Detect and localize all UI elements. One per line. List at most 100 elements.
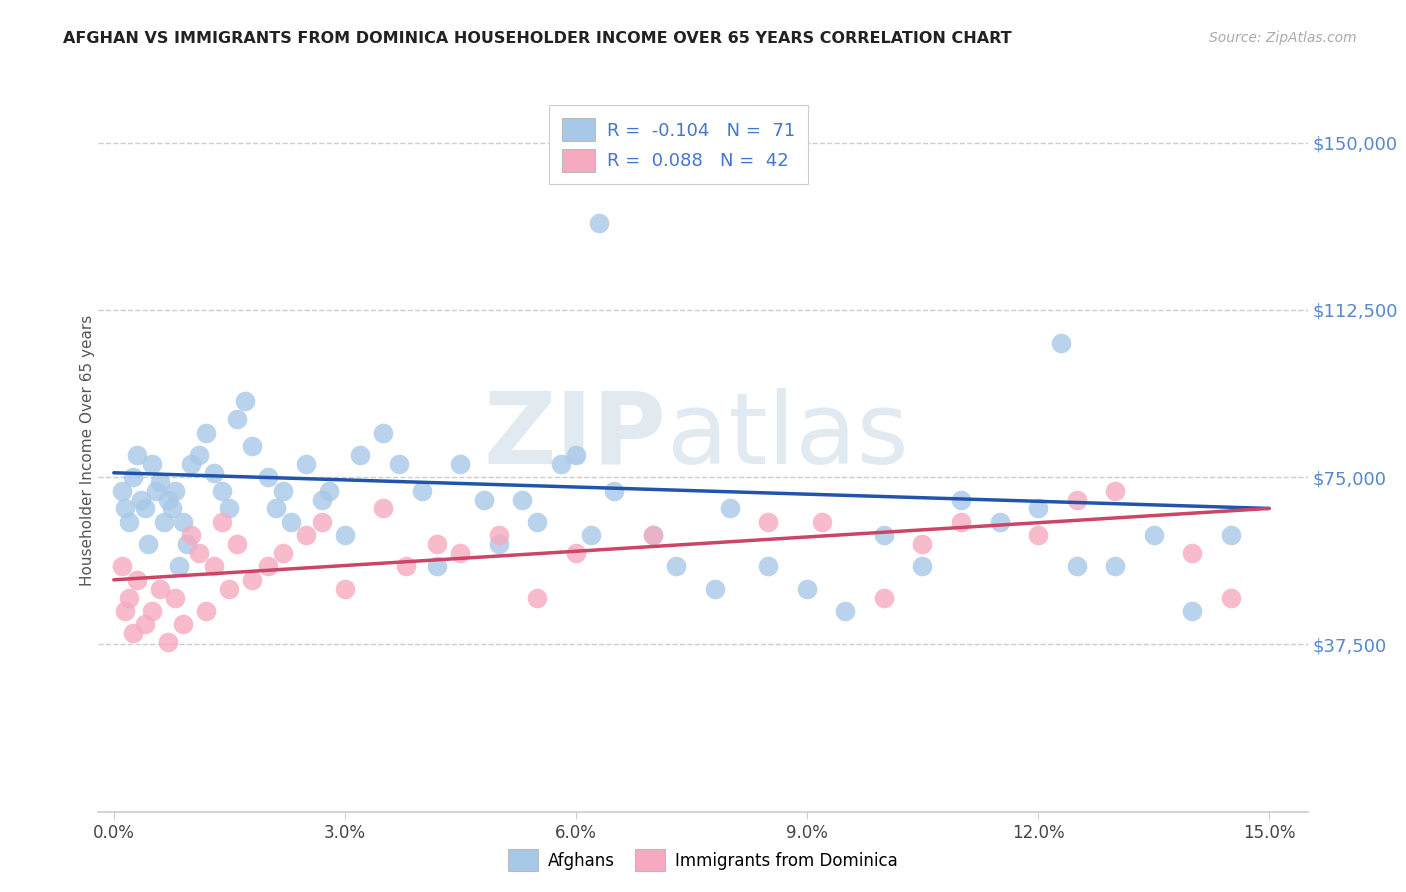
Point	[395, 559, 418, 574]
Point	[333, 582, 356, 596]
Point	[125, 573, 148, 587]
Point	[122, 626, 145, 640]
Point	[195, 604, 218, 618]
Point	[180, 457, 202, 471]
Legend: Afghans, Immigrants from Dominica: Afghans, Immigrants from Dominica	[499, 841, 907, 880]
Point	[873, 528, 896, 542]
Point	[565, 546, 588, 560]
Point	[180, 528, 202, 542]
Point	[165, 591, 187, 605]
Point	[911, 559, 934, 574]
Point	[758, 559, 780, 574]
Point	[510, 492, 533, 507]
Point	[156, 492, 179, 507]
Point	[1219, 591, 1241, 605]
Point	[758, 515, 780, 529]
Point	[257, 559, 280, 574]
Point	[264, 501, 287, 516]
Point	[472, 492, 495, 507]
Point	[373, 501, 395, 516]
Point	[911, 537, 934, 551]
Point	[233, 394, 256, 409]
Point	[257, 470, 280, 484]
Point	[1050, 336, 1073, 351]
Point	[114, 604, 136, 618]
Point	[1181, 604, 1204, 618]
Point	[1219, 528, 1241, 542]
Point	[295, 528, 318, 542]
Point	[1181, 546, 1204, 560]
Point	[110, 559, 132, 574]
Point	[271, 546, 294, 560]
Point	[156, 635, 179, 649]
Point	[242, 439, 264, 453]
Point	[242, 573, 264, 587]
Point	[311, 492, 333, 507]
Legend: R =  -0.104   N =  71, R =  0.088   N =  42: R = -0.104 N = 71, R = 0.088 N = 42	[550, 105, 808, 185]
Point	[665, 559, 688, 574]
Point	[160, 501, 183, 516]
Y-axis label: Householder Income Over 65 years: Householder Income Over 65 years	[80, 315, 94, 586]
Point	[349, 448, 371, 462]
Point	[122, 470, 145, 484]
Point	[134, 501, 156, 516]
Text: Source: ZipAtlas.com: Source: ZipAtlas.com	[1209, 31, 1357, 45]
Point	[141, 604, 163, 618]
Point	[565, 448, 588, 462]
Point	[295, 457, 318, 471]
Point	[211, 483, 233, 498]
Point	[950, 492, 973, 507]
Point	[114, 501, 136, 516]
Point	[318, 483, 340, 498]
Point	[187, 546, 209, 560]
Point	[165, 483, 187, 498]
Point	[703, 582, 725, 596]
Point	[641, 528, 664, 542]
Point	[141, 457, 163, 471]
Point	[138, 537, 160, 551]
Point	[134, 617, 156, 632]
Point	[333, 528, 356, 542]
Point	[211, 515, 233, 529]
Point	[588, 216, 610, 230]
Point	[488, 537, 510, 551]
Point	[195, 425, 218, 440]
Point	[110, 483, 132, 498]
Point	[125, 448, 148, 462]
Point	[488, 528, 510, 542]
Point	[1066, 492, 1088, 507]
Point	[373, 425, 395, 440]
Point	[149, 475, 172, 489]
Point	[1026, 528, 1049, 542]
Point	[311, 515, 333, 529]
Point	[149, 582, 172, 596]
Point	[426, 559, 449, 574]
Point	[202, 466, 225, 480]
Point	[218, 501, 240, 516]
Point	[834, 604, 856, 618]
Point	[118, 515, 141, 529]
Point	[950, 515, 973, 529]
Point	[172, 617, 194, 632]
Point	[526, 591, 548, 605]
Point	[1066, 559, 1088, 574]
Point	[796, 582, 818, 596]
Point	[426, 537, 449, 551]
Point	[411, 483, 433, 498]
Point	[218, 582, 240, 596]
Point	[1104, 483, 1126, 498]
Point	[641, 528, 664, 542]
Point	[145, 483, 167, 498]
Point	[226, 412, 249, 426]
Point	[202, 559, 225, 574]
Point	[581, 528, 603, 542]
Point	[176, 537, 198, 551]
Point	[1104, 559, 1126, 574]
Point	[988, 515, 1011, 529]
Point	[153, 515, 176, 529]
Point	[526, 515, 548, 529]
Point	[280, 515, 302, 529]
Text: atlas: atlas	[666, 387, 908, 484]
Point	[129, 492, 152, 507]
Point	[1142, 528, 1164, 542]
